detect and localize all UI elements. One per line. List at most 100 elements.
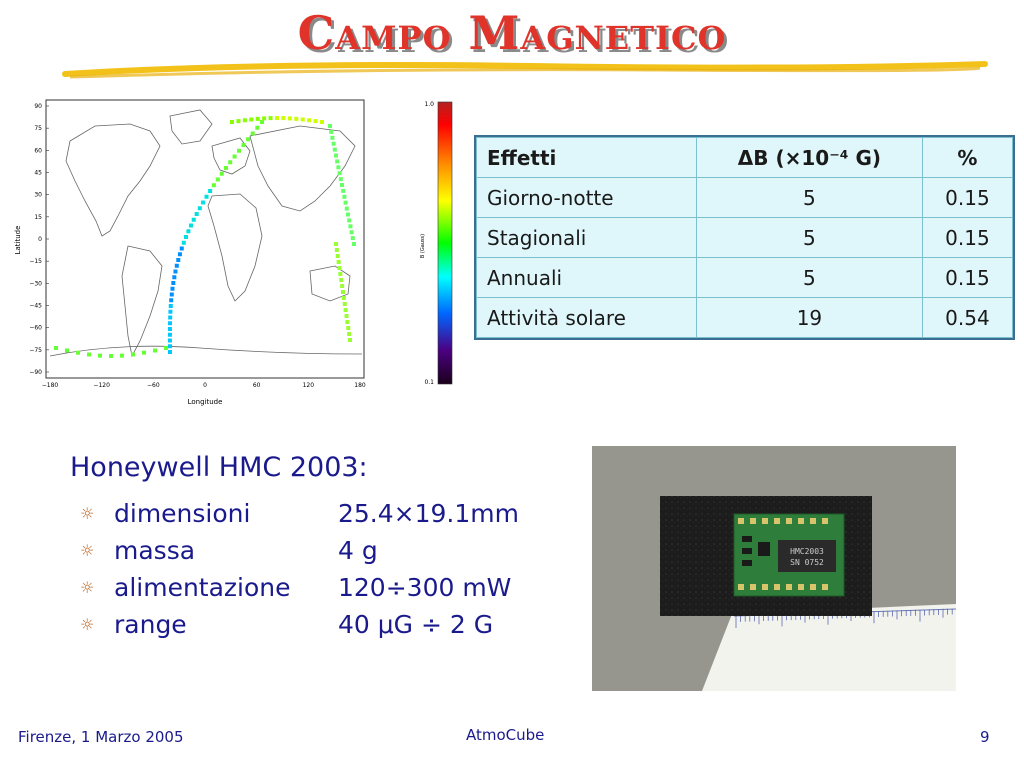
track-point	[348, 224, 353, 229]
track-point	[334, 153, 338, 158]
track-point	[294, 116, 299, 121]
table-row: Giorno-notte 5 0.15	[476, 177, 1014, 218]
track-point	[345, 320, 350, 324]
track-point	[338, 272, 343, 276]
track-point	[275, 116, 279, 120]
track-point	[215, 177, 220, 182]
track-point	[346, 326, 351, 330]
track-point	[249, 117, 254, 122]
sun-bullet-icon: ☼	[80, 615, 95, 634]
cell-percent: 0.15	[921, 257, 1014, 298]
cell-percent: 0.15	[921, 177, 1014, 218]
track-point	[341, 188, 346, 193]
track-point	[347, 218, 352, 223]
track-point	[109, 354, 113, 358]
y-tick-label: 30	[34, 192, 42, 199]
effects-table: Effetti ΔB (×10⁻⁴ G) % Giorno-notte 5 0.…	[474, 135, 1015, 340]
track-point	[167, 327, 172, 331]
track-point	[168, 315, 173, 320]
cell-percent: 0.15	[921, 217, 1014, 258]
track-point	[170, 286, 175, 291]
continent-outlines	[49, 109, 363, 358]
table-header-row: Effetti ΔB (×10⁻⁴ G) %	[476, 137, 1014, 178]
track-point	[211, 183, 216, 188]
colorbar-label: B (Gauss)	[420, 234, 426, 258]
colorbar-max: 1.0	[424, 101, 434, 108]
y-axis-ticks: 90 75 60 45 30 15 0 −15 −30 −45 −60 −75 −90	[29, 103, 49, 376]
track-point	[255, 116, 260, 121]
x-tick-label: 120	[303, 382, 315, 389]
cell-delta-b: 5	[695, 177, 923, 218]
track-point	[191, 217, 196, 222]
y-tick-label: 0	[38, 236, 42, 243]
cell-effect: Stagionali	[476, 217, 697, 258]
track-point	[307, 118, 312, 123]
track-point	[76, 350, 80, 355]
track-point	[164, 346, 168, 350]
track-point	[350, 236, 355, 241]
track-point	[167, 332, 172, 337]
y-tick-label: −75	[29, 347, 42, 354]
cell-delta-b: 19	[695, 297, 923, 338]
title-underline	[62, 61, 988, 79]
table-row: Attività solare 19 0.54	[476, 297, 1014, 338]
track-point	[131, 352, 135, 357]
spec-name: massa	[114, 536, 196, 565]
track-point	[336, 260, 341, 264]
map-plot-frame	[45, 99, 365, 379]
track-point	[98, 353, 102, 358]
track-point	[168, 321, 173, 326]
track-point	[341, 296, 346, 300]
track-point	[174, 263, 179, 268]
track-point	[197, 206, 202, 211]
track-point	[352, 242, 356, 246]
spec-value: 25.4×19.1mm	[338, 499, 519, 528]
table-row: Annuali 5 0.15	[476, 257, 1014, 298]
chip-label-line2: SN 0752	[790, 558, 824, 567]
spec-name: dimensioni	[114, 499, 251, 528]
colorbar	[437, 101, 453, 385]
x-tick-label: −180	[42, 382, 59, 389]
track-point	[176, 258, 181, 262]
track-point	[188, 223, 193, 228]
track-point	[167, 344, 172, 349]
y-tick-label: 75	[34, 125, 42, 132]
track-point	[153, 348, 157, 353]
track-point	[334, 242, 338, 246]
y-tick-label: 60	[34, 147, 42, 154]
chip-label-line1: HMC2003	[790, 547, 824, 556]
track-point	[343, 200, 348, 205]
track-point	[219, 171, 224, 176]
track-point	[330, 135, 335, 140]
track-point	[281, 116, 286, 121]
slide-title: Campo Magnetico	[297, 6, 727, 60]
track-point	[343, 308, 348, 312]
colorbar-min: 0.1	[424, 379, 434, 386]
list-item: ☼ alimentazione 120÷300 mW	[80, 569, 519, 606]
y-axis-label: Latitude	[14, 226, 22, 255]
cell-percent: 0.54	[921, 297, 1014, 338]
cell-effect: Annuali	[476, 257, 697, 298]
track-point	[313, 119, 318, 124]
track-point	[250, 131, 255, 136]
device-title: Honeywell HMC 2003:	[70, 452, 368, 483]
track-point	[173, 269, 178, 274]
footer-location-date: Firenze, 1 Marzo 2005	[18, 728, 184, 746]
table-row: Stagionali 5 0.15	[476, 217, 1014, 258]
track-point	[329, 129, 334, 134]
track-point	[168, 350, 172, 354]
track-point	[172, 275, 177, 280]
track-point	[337, 266, 342, 270]
magnetic-field-map: 90 75 60 45 30 15 0 −15 −30 −45 −60 −75 −90 −180 −120…	[0, 86, 456, 416]
track-point	[223, 166, 228, 170]
track-point	[347, 332, 352, 336]
y-tick-label: 45	[34, 170, 42, 177]
satellite-track	[54, 116, 356, 358]
cell-effect: Attività solare	[476, 297, 697, 338]
track-point	[262, 116, 267, 121]
track-point	[230, 120, 234, 124]
track-point	[332, 147, 337, 152]
track-point	[232, 154, 237, 159]
list-item: ☼ range 40 μG ÷ 2 G	[80, 606, 519, 643]
x-axis-label: Longitude	[188, 398, 223, 406]
